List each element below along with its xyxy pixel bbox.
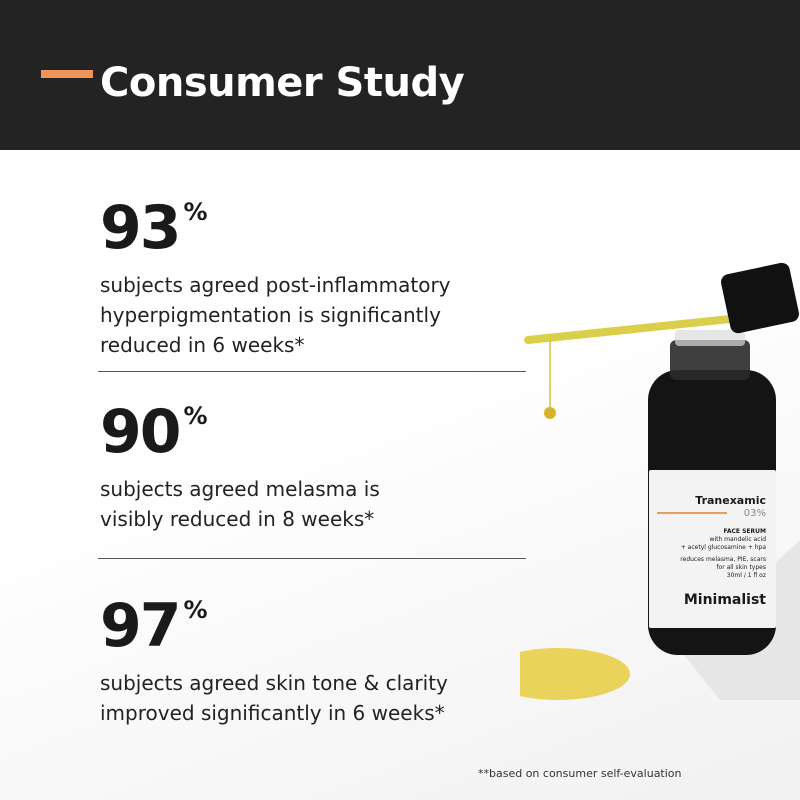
- stat-block: 93% subjects agreed post-inflammatory hyp…: [100, 198, 451, 360]
- serum-drop-puddle: [520, 648, 630, 700]
- product-name: Tranexamic: [695, 494, 766, 507]
- label-accent-line: [657, 512, 727, 514]
- footnote: **based on consumer self-evaluation: [478, 767, 682, 780]
- brand-logo: Minimalist: [683, 592, 766, 608]
- product-type: FACE SERUM: [723, 528, 766, 535]
- product-claim: 30ml / 1 fl oz: [726, 572, 766, 579]
- divider: [98, 558, 526, 559]
- divider: [98, 371, 526, 372]
- stat-desc: visibly reduced in 8 weeks*: [100, 507, 375, 531]
- stat-unit: %: [183, 402, 208, 430]
- stat-desc: reduced in 6 weeks*: [100, 333, 305, 357]
- stat-value: 97: [100, 591, 181, 661]
- stat-block: 97% subjects agreed skin tone & clarity i…: [100, 596, 448, 728]
- stat-desc: hyperpigmentation is significantly: [100, 303, 441, 327]
- accent-bar: [41, 70, 93, 78]
- product-ingredient: with mandelic acid: [709, 536, 766, 543]
- header-banner: Consumer Study: [0, 0, 800, 150]
- product-details: FACE SERUM with mandelic acid + acetyl g…: [656, 528, 766, 580]
- product-ingredient: + acetyl glucosamine + hpa: [680, 544, 766, 551]
- stat-desc: subjects agreed melasma is: [100, 477, 380, 501]
- stat-value: 93: [100, 193, 181, 263]
- stat-block: 90% subjects agreed melasma is visibly re…: [100, 402, 380, 534]
- product-label: Tranexamic 03% FACE SERUM with mandelic …: [649, 470, 776, 628]
- stat-unit: %: [183, 596, 208, 624]
- product-claim: reduces melasma, PIE, scars: [680, 556, 766, 563]
- stat-unit: %: [183, 198, 208, 226]
- product-strength: 03%: [743, 508, 766, 519]
- stat-desc: improved significantly in 6 weeks*: [100, 701, 445, 725]
- stat-desc: subjects agreed skin tone & clarity: [100, 671, 448, 695]
- product-claim: for all skin types: [716, 564, 766, 571]
- stat-value: 90: [100, 397, 181, 467]
- page-title: Consumer Study: [100, 60, 465, 106]
- stat-desc: subjects agreed post-inflammatory: [100, 273, 451, 297]
